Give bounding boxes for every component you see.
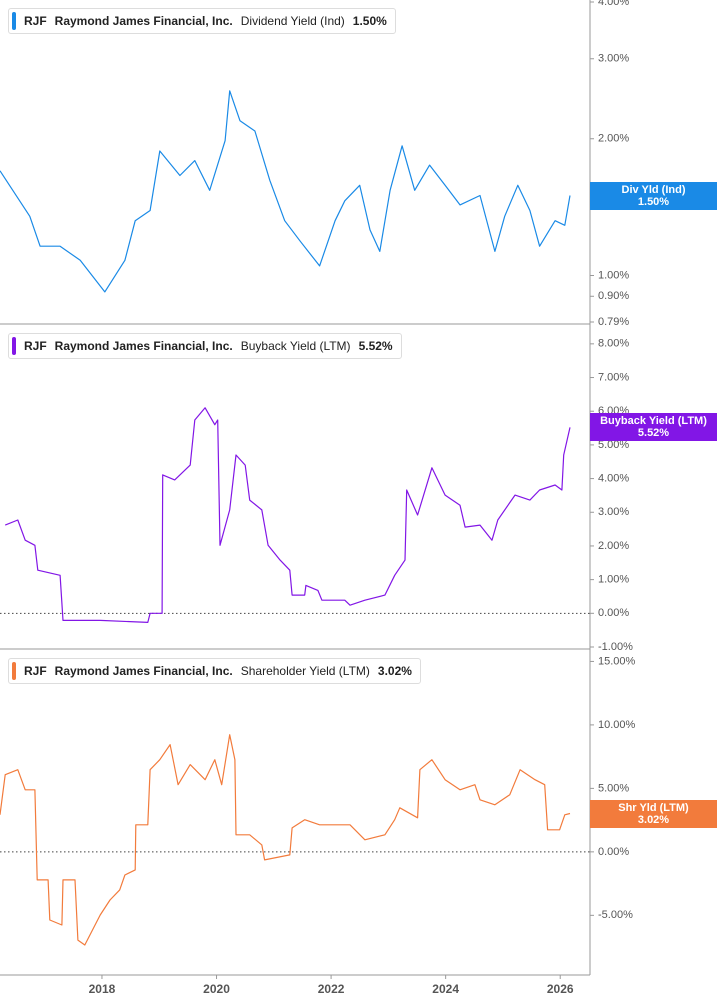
ticker: RJF [24,664,47,678]
tag-value: 1.50% [637,195,670,208]
ticker: RJF [24,14,47,28]
tag-label: Shr Yld (LTM) [618,801,689,814]
legend-swatch [12,12,16,30]
company: Raymond James Financial, Inc. [54,664,233,678]
legend-entry: Shareholder Yield (LTM) [240,664,370,678]
legend-entry: Dividend Yield (Ind) [240,14,345,28]
legend: RJF Raymond James Financial, Inc. Buyback … [8,333,402,359]
tag-value: 5.52% [637,427,670,440]
value-tag: Buyback Yield (LTM) 5.52% [590,413,717,442]
tag-value: 3.02% [637,813,670,826]
x-tick-label: 2026 [547,982,574,996]
x-tick-label: 2020 [203,982,230,996]
x-tick-label: 2018 [89,982,116,996]
y-tick-label: 0.00% [598,607,629,619]
legend-swatch [12,337,16,355]
company: Raymond James Financial, Inc. [54,339,233,353]
legend-entry: Buyback Yield (LTM) [240,339,351,353]
y-tick-label: 10.00% [598,719,636,731]
y-tick-label: 4.00% [598,472,629,484]
value-tag: Div Yld (Ind) 1.50% [590,181,717,210]
y-tick-label: 4.00% [598,0,629,8]
y-tick-label: -1.00% [598,641,633,653]
y-tick-label: 7.00% [598,371,629,383]
y-tick-label: 15.00% [598,655,636,667]
company: Raymond James Financial, Inc. [54,14,233,28]
legend: RJF Raymond James Financial, Inc. Dividend… [8,8,396,34]
legend-swatch [12,662,16,680]
y-tick-label: 0.79% [598,316,629,328]
y-tick-label: 5.00% [598,782,629,794]
y-tick-label: 3.00% [598,53,629,65]
x-tick-label: 2024 [432,982,459,996]
series-line [0,734,571,946]
current-value: 1.50% [352,14,387,28]
y-tick-label: 5.00% [598,439,629,451]
tag-label: Div Yld (Ind) [621,183,686,196]
x-tick-label: 2022 [318,982,345,996]
y-tick-label: 0.90% [598,290,629,302]
current-value: 3.02% [377,664,412,678]
y-tick-label: 1.00% [598,269,629,281]
series-line [0,90,571,293]
legend: RJF Raymond James Financial, Inc. Sharehol… [8,658,421,684]
y-tick-label: 2.00% [598,133,629,145]
y-tick-label: 2.00% [598,540,629,552]
ticker: RJF [24,339,47,353]
current-value: 5.52% [358,339,393,353]
y-tick-label: -5.00% [598,909,633,921]
tag-label: Buyback Yield (LTM) [600,415,707,428]
y-tick-label: 3.00% [598,506,629,518]
y-tick-label: 8.00% [598,338,629,350]
y-tick-label: 0.00% [598,846,629,858]
y-tick-label: 1.00% [598,574,629,586]
value-tag: Shr Yld (LTM) 3.02% [590,799,717,828]
series-line [4,407,571,623]
